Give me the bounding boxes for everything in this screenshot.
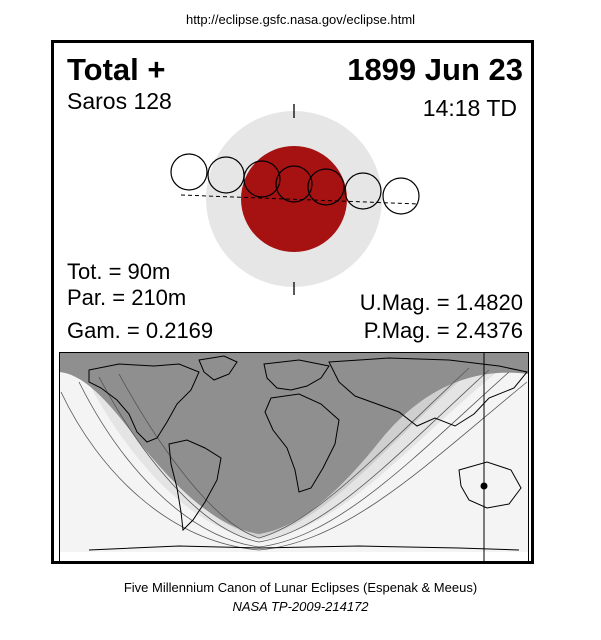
- contact-curve: [60, 391, 260, 551]
- greenland-outline: [198, 355, 238, 381]
- map-border: [59, 352, 529, 562]
- publication-reference: NASA TP-2009-214172: [232, 599, 369, 614]
- moon-position: [307, 168, 345, 206]
- contact-curve: [78, 381, 260, 548]
- north-america-outline: [88, 363, 200, 443]
- moon-position: [243, 160, 281, 198]
- europe-outline: [263, 359, 330, 391]
- moon-path: [180, 194, 419, 205]
- eclipse-time: 14:18 TD: [422, 95, 517, 121]
- penumbral-magnitude: P.Mag. = 2.4376: [363, 318, 523, 343]
- moon-position: [344, 172, 382, 210]
- umbral-magnitude: U.Mag. = 1.4820: [359, 290, 523, 315]
- night-region: [59, 352, 529, 534]
- gamma-value: Gam. = 0.2169: [67, 318, 214, 343]
- eclipse-type: Total +: [67, 52, 166, 87]
- australia-outline: [458, 461, 522, 509]
- source-url: http://eclipse.gsfc.nasa.gov/eclipse.htm…: [185, 12, 416, 27]
- canon-credit: Five Millennium Canon of Lunar Eclipses …: [123, 580, 478, 595]
- asia-outline: [328, 357, 528, 427]
- contact-curve: [118, 373, 260, 539]
- visibility-world-map: [59, 352, 529, 562]
- south-america-outline: [168, 439, 222, 532]
- eclipse-figure-frame: [51, 40, 534, 564]
- contact-curve: [258, 369, 490, 543]
- subsolar-point-marker: [480, 482, 488, 490]
- moon-position: [275, 165, 313, 203]
- saros-number: Saros 128: [67, 88, 172, 114]
- eclipse-date: 1899 Jun 23: [347, 52, 523, 87]
- contact-curve: [98, 376, 260, 543]
- partial-duration: Par. = 210m: [67, 285, 187, 310]
- africa-outline: [264, 393, 340, 493]
- totality-duration: Tot. = 90m: [67, 259, 171, 284]
- contact-curve: [258, 381, 528, 551]
- antarctica-outline: [88, 545, 520, 551]
- contact-curve: [258, 367, 470, 539]
- moon-position: [170, 153, 208, 191]
- moon-position: [382, 177, 420, 215]
- contact-curve: [258, 371, 510, 548]
